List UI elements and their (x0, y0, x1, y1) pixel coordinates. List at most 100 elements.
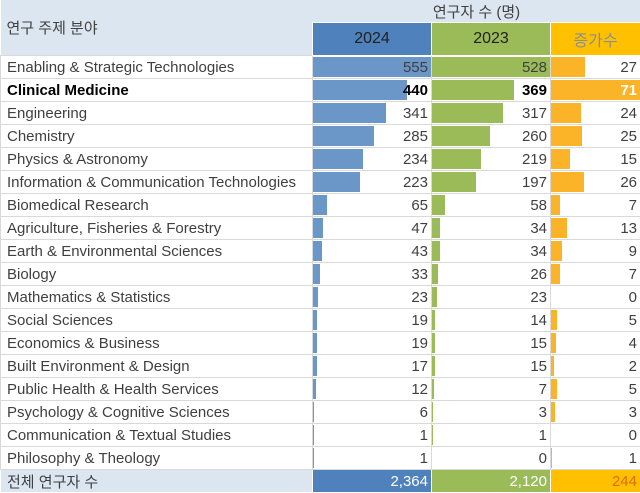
data-bar (432, 218, 440, 238)
cell-value: 6 (420, 404, 431, 421)
cell-value: 4 (629, 335, 640, 352)
cell-value: 12 (411, 381, 431, 398)
column-header-2023: 2023 (432, 23, 551, 56)
data-bar (551, 402, 555, 422)
table-footer: 전체 연구자 수 2,364 2,120 244 (1, 470, 640, 493)
cell-2023: 369 (432, 79, 551, 102)
cell-value: 23 (411, 289, 431, 306)
cell-increase: 3 (551, 401, 640, 424)
data-bar (313, 172, 360, 192)
cell-2024: 6 (313, 401, 432, 424)
cell-value: 27 (620, 59, 640, 76)
data-bar (432, 356, 435, 376)
cell-increase: 7 (551, 263, 640, 286)
total-2023: 2,120 (432, 470, 551, 493)
cell-value: 0 (539, 450, 550, 467)
cell-increase: 13 (551, 217, 640, 240)
data-bar (432, 379, 434, 399)
cell-2024: 341 (313, 102, 432, 125)
data-bar (313, 218, 323, 238)
cell-value: 26 (530, 266, 550, 283)
cell-value: 219 (522, 151, 550, 168)
cell-2023: 15 (432, 332, 551, 355)
cell-value: 7 (629, 197, 640, 214)
total-increase: 244 (551, 470, 640, 493)
data-bar (432, 126, 490, 146)
data-bar (432, 241, 440, 261)
cell-value: 2 (629, 358, 640, 375)
cell-2023: 260 (432, 125, 551, 148)
cell-2024: 23 (313, 286, 432, 309)
cell-value: 17 (411, 358, 431, 375)
table-row: Information & Communication Technologies… (1, 171, 640, 194)
cell-2024: 17 (313, 355, 432, 378)
cell-2024: 234 (313, 148, 432, 171)
cell-2024: 1 (313, 447, 432, 470)
cell-value: 65 (411, 197, 431, 214)
data-bar (432, 333, 435, 353)
cell-value: 0 (629, 289, 640, 306)
data-bar (432, 264, 438, 284)
data-bar (551, 126, 582, 146)
row-label: Economics & Business (1, 332, 313, 355)
cell-2023: 317 (432, 102, 551, 125)
total-row: 전체 연구자 수 2,364 2,120 244 (1, 470, 640, 493)
cell-value: 260 (522, 128, 550, 145)
cell-value: 47 (411, 220, 431, 237)
cell-value: 24 (620, 105, 640, 122)
data-bar (432, 172, 476, 192)
cell-value: 25 (620, 128, 640, 145)
data-bar (313, 379, 316, 399)
cell-value: 528 (522, 59, 550, 76)
cell-2023: 34 (432, 240, 551, 263)
cell-2023: 0 (432, 447, 551, 470)
cell-value: 234 (403, 151, 431, 168)
cell-2023: 197 (432, 171, 551, 194)
table-header: 연구 주제 분야 연구자 수 (명) 2024 2023 증가수 (1, 0, 640, 56)
cell-2024: 19 (313, 332, 432, 355)
data-bar (432, 287, 437, 307)
row-label: Mathematics & Statistics (1, 286, 313, 309)
cell-2024: 285 (313, 125, 432, 148)
cell-increase: 15 (551, 148, 640, 171)
total-2024: 2,364 (313, 470, 432, 493)
data-bar (432, 310, 435, 330)
cell-2023: 34 (432, 217, 551, 240)
cell-value: 19 (411, 312, 431, 329)
header-group-row: 연구 주제 분야 연구자 수 (명) (1, 0, 640, 23)
row-label: Public Health & Health Services (1, 378, 313, 401)
cell-value: 15 (530, 335, 550, 352)
cell-value: 34 (530, 220, 550, 237)
cell-2024: 43 (313, 240, 432, 263)
data-bar (551, 57, 585, 77)
data-bar (432, 103, 503, 123)
data-bar (313, 195, 327, 215)
data-bar (551, 379, 557, 399)
row-label: Psychology & Cognitive Sciences (1, 401, 313, 424)
cell-value: 341 (403, 105, 431, 122)
data-bar (313, 126, 374, 146)
row-label: Social Sciences (1, 309, 313, 332)
cell-increase: 25 (551, 125, 640, 148)
data-bar (551, 448, 552, 468)
row-label: Clinical Medicine (1, 79, 313, 102)
cell-value: 71 (620, 82, 640, 99)
data-bar (313, 356, 317, 376)
cell-2024: 223 (313, 171, 432, 194)
row-label: Chemistry (1, 125, 313, 148)
row-label: Physics & Astronomy (1, 148, 313, 171)
cell-value: 5 (629, 381, 640, 398)
cell-2024: 47 (313, 217, 432, 240)
data-bar (551, 264, 560, 284)
row-label: Enabling & Strategic Technologies (1, 56, 313, 79)
cell-value: 7 (539, 381, 550, 398)
column-header-increase: 증가수 (551, 23, 640, 56)
